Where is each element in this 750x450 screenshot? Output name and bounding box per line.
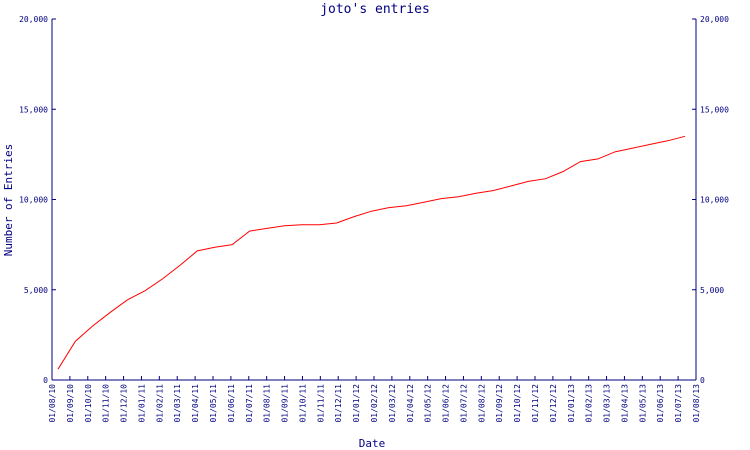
x-tick-label: 01/08/10 [48,384,57,423]
x-tick-labels: 01/08/10 01/09/10 01/10/10 01/11/10 01/12/10… [48,376,701,423]
y-tick-label-right: 0 [700,376,705,385]
x-tick-label: 01/11/10 [102,384,111,423]
y-tick-label-left: 20,000 [19,15,48,24]
x-tick-label: 01/02/13 [585,384,594,423]
x-tick-label: 01/11/11 [316,384,325,423]
x-tick-label: 01/07/12 [459,384,468,423]
x-tick-label: 01/01/12 [352,384,361,423]
x-tick-label: 01/02/11 [155,384,164,423]
x-tick-label: 01/12/12 [549,384,558,423]
x-tick-label: 01/04/13 [620,384,629,423]
y-tick-label-right: 15,000 [700,105,729,114]
axes [51,19,697,381]
x-tick-label: 01/07/11 [245,384,254,423]
x-tick-label: 01/06/11 [227,384,236,423]
x-tick-label: 01/02/12 [370,384,379,423]
x-tick-label: 01/12/11 [334,384,343,423]
y-tick-label-left: 5,000 [24,286,48,295]
x-tick-label: 01/09/10 [66,384,75,423]
chart-title: joto's entries [320,2,430,17]
x-tick-label: 01/10/11 [298,384,307,423]
x-tick-label: 01/07/13 [674,384,683,423]
x-tick-label: 01/06/12 [442,384,451,423]
x-tick-label: 01/09/12 [495,384,504,423]
x-tick-label: 01/05/11 [209,384,218,423]
series-group [57,135,686,370]
y-tick-labels: 0 0 5,000 5,000 10,000 10,000 15,000 15,000 20,0… [19,15,729,385]
y-tick-label-left: 10,000 [19,196,48,205]
x-tick-label: 01/03/12 [388,384,397,423]
x-tick-label: 01/10/12 [513,384,522,423]
x-tick-label: 01/08/11 [263,384,272,423]
x-tick-label: 01/05/13 [638,384,647,423]
x-tick-label: 01/06/13 [656,384,665,423]
series-line-0 [57,135,686,370]
y-tick-label-left: 15,000 [19,105,48,114]
x-tick-label: 01/11/12 [531,384,540,423]
x-tick-label: 01/03/11 [173,384,182,423]
x-tick-label: 01/09/11 [281,384,290,423]
x-tick-label: 01/03/13 [603,384,612,423]
x-axis-label: Date [359,437,386,450]
x-tick-label: 01/10/10 [84,384,93,423]
y-tick-label-right: 20,000 [700,15,729,24]
x-tick-label: 01/04/11 [191,384,200,423]
x-tick-label: 01/01/11 [137,384,146,423]
x-tick-label: 01/01/13 [567,384,576,423]
x-tick-label: 01/04/12 [406,384,415,423]
x-tick-label: 01/12/10 [120,384,129,423]
x-tick-label: 01/08/12 [477,384,486,423]
x-tick-label: 01/08/13 [692,384,701,423]
y-tick-label-right: 5,000 [700,286,724,295]
y-tick-label-right: 10,000 [700,196,729,205]
y-axis-label: Number of Entries [2,144,15,257]
y-tick-label-left: 0 [43,376,48,385]
x-tick-label: 01/05/12 [424,384,433,423]
